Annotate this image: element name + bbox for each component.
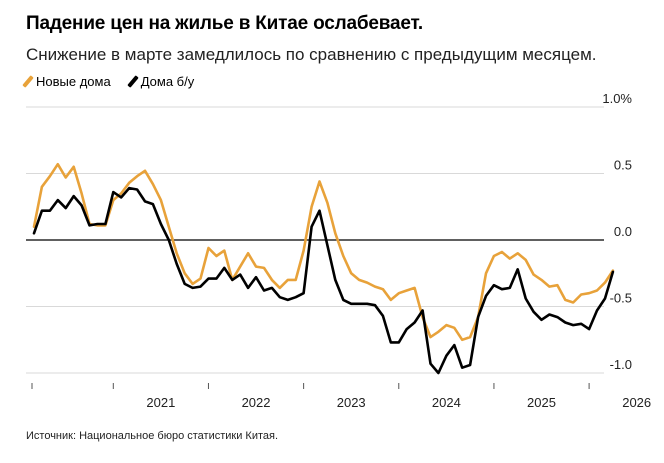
y-tick-label: -1.0 [610, 357, 632, 372]
legend-label-used: Дома б/у [140, 74, 195, 89]
legend: Новые дома Дома б/у [22, 74, 195, 89]
x-tick-label: 2023 [337, 395, 366, 410]
x-tick-label: 2025 [527, 395, 556, 410]
legend-item-used: Дома б/у [126, 74, 195, 89]
series-line-new [32, 162, 615, 342]
series-line-used [32, 186, 615, 375]
x-tick-label: 2026 [622, 395, 651, 410]
chart-title: Падение цен на жилье в Китае ослабевает. [26, 13, 423, 34]
x-tick-label: 2022 [242, 395, 271, 410]
x-tick-label: 2024 [432, 395, 461, 410]
chart-subtitle: Снижение в марте замедлилось по сравнени… [26, 45, 597, 64]
y-tick-label: 0.0 [614, 224, 632, 239]
source-note: Источник: Национальное бюро статистики К… [26, 430, 279, 442]
legend-label-new: Новые дома [36, 74, 111, 89]
y-tick-label: 1.0% [602, 91, 632, 106]
x-tick-label: 2021 [146, 395, 175, 410]
legend-item-new: Новые дома [22, 74, 111, 89]
y-tick-label: -0.5 [610, 291, 632, 306]
y-tick-label: 0.5 [614, 158, 632, 173]
